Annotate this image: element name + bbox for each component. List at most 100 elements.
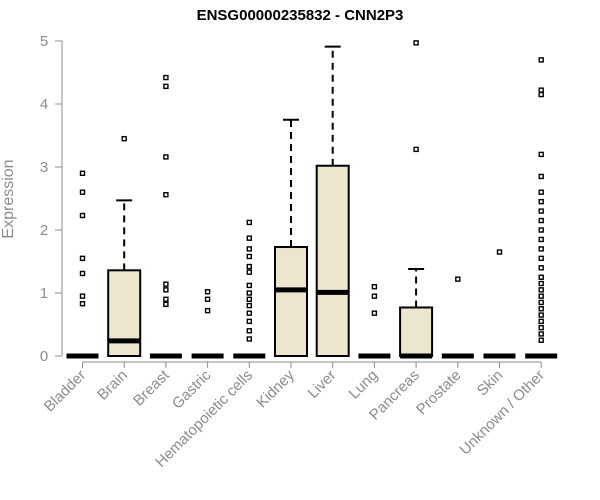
outlier-brain-0 <box>121 135 127 142</box>
outlier-pancreas-1 <box>413 40 419 46</box>
outlier-hematopoietic-cells-12 <box>246 235 253 241</box>
outlier-breast-2 <box>163 287 169 293</box>
x-tick-label-kidney: Kidney <box>253 366 298 411</box>
outlier-unknown-other-0 <box>538 337 544 343</box>
outlier-skin-0 <box>496 249 503 255</box>
outlier-breast-0 <box>163 301 169 308</box>
outlier-unknown-other-23 <box>538 87 544 93</box>
outlier-hematopoietic-cells-4 <box>246 302 253 309</box>
outlier-breast-1 <box>163 296 169 302</box>
outlier-hematopoietic-cells-11 <box>246 246 253 252</box>
y-tick-label-2: 2 <box>40 222 48 239</box>
outlier-unknown-other-10 <box>538 274 544 280</box>
y-tick-label-1: 1 <box>40 285 48 302</box>
outlier-breast-5 <box>163 154 169 160</box>
outlier-lung-1 <box>371 293 378 299</box>
outlier-unknown-other-12 <box>538 255 544 262</box>
box-group-pancreas <box>399 40 434 359</box>
y-axis-label: Expression <box>0 159 17 238</box>
outlier-breast-4 <box>163 192 169 198</box>
y-tick-label-3: 3 <box>40 159 48 176</box>
outlier-unknown-other-2 <box>538 324 544 331</box>
box-group-liver <box>315 45 350 357</box>
outlier-unknown-other-16 <box>538 217 544 224</box>
box-group-hematopoietic-cells <box>233 219 266 359</box>
outlier-hematopoietic-cells-0 <box>246 336 253 342</box>
outlier-unknown-other-11 <box>538 265 544 271</box>
outlier-unknown-other-1 <box>538 331 544 337</box>
box-group-skin <box>483 249 516 359</box>
outlier-bladder-4 <box>79 212 86 219</box>
outlier-unknown-other-20 <box>538 173 544 180</box>
outlier-gastric-0 <box>204 307 211 314</box>
outlier-pancreas-0 <box>413 146 419 153</box>
outlier-bladder-3 <box>79 255 86 262</box>
outlier-hematopoietic-cells-2 <box>246 318 253 325</box>
x-tick-label-lung: Lung <box>346 367 382 403</box>
outlier-lung-2 <box>371 284 378 290</box>
outlier-unknown-other-15 <box>538 227 544 233</box>
outlier-gastric-1 <box>204 296 211 302</box>
outlier-hematopoietic-cells-1 <box>246 328 253 334</box>
outlier-unknown-other-3 <box>538 318 544 325</box>
outlier-bladder-1 <box>79 293 86 299</box>
outlier-bladder-5 <box>79 189 86 195</box>
outlier-unknown-other-6 <box>538 299 544 306</box>
box-group-breast <box>149 74 182 359</box>
outlier-bladder-6 <box>79 170 86 177</box>
outlier-unknown-other-8 <box>538 287 544 293</box>
x-tick-label-brain: Brain <box>94 367 131 404</box>
outlier-breast-6 <box>163 83 169 90</box>
outlier-unknown-other-24 <box>538 57 544 63</box>
x-tick-label-skin: Skin <box>474 367 507 400</box>
x-tick-label-breast: Breast <box>130 366 173 409</box>
box-group-brain <box>107 135 142 358</box>
y-tick-label-4: 4 <box>40 96 48 113</box>
box-group-prostate <box>441 276 474 359</box>
chart-title: ENSG00000235832 - CNN2P3 <box>196 7 404 24</box>
outlier-hematopoietic-cells-9 <box>246 263 253 270</box>
outlier-unknown-other-18 <box>538 198 544 205</box>
outlier-unknown-other-9 <box>538 280 544 287</box>
x-tick-label-bladder: Bladder <box>41 367 90 416</box>
outlier-unknown-other-13 <box>538 246 544 252</box>
outlier-unknown-other-17 <box>538 208 544 214</box>
x-tick-label-liver: Liver <box>305 367 340 402</box>
outlier-unknown-other-4 <box>538 312 544 318</box>
outlier-unknown-other-21 <box>538 151 544 158</box>
box-group-kidney <box>274 118 308 357</box>
outlier-hematopoietic-cells-7 <box>246 282 253 289</box>
box-group-bladder <box>66 170 99 359</box>
outlier-lung-0 <box>371 310 378 316</box>
y-tick-label-5: 5 <box>40 33 48 50</box>
outlier-unknown-other-5 <box>538 306 544 312</box>
y-tick-label-0: 0 <box>40 348 48 365</box>
box-liver <box>315 164 350 357</box>
x-tick-label-prostate: Prostate <box>413 367 465 419</box>
box-group-unknown-other <box>525 57 558 359</box>
box-pancreas <box>399 306 434 357</box>
outlier-hematopoietic-cells-3 <box>246 310 253 316</box>
boxes-layer <box>66 40 558 359</box>
outlier-hematopoietic-cells-5 <box>246 296 253 302</box>
outlier-hematopoietic-cells-10 <box>246 253 253 260</box>
outlier-prostate-0 <box>455 276 461 282</box>
outlier-unknown-other-19 <box>538 189 544 195</box>
outlier-hematopoietic-cells-13 <box>246 219 253 226</box>
outlier-unknown-other-22 <box>538 91 544 98</box>
outlier-hematopoietic-cells-8 <box>246 269 253 275</box>
outlier-unknown-other-7 <box>538 293 544 299</box>
outlier-gastric-2 <box>204 289 211 295</box>
box-group-lung <box>358 284 391 359</box>
outlier-bladder-0 <box>79 301 86 307</box>
box-kidney <box>274 246 308 357</box>
outlier-hematopoietic-cells-6 <box>246 290 253 296</box>
outlier-breast-3 <box>163 281 169 287</box>
outlier-unknown-other-14 <box>538 236 544 243</box>
outlier-bladder-2 <box>79 270 86 277</box>
outlier-breast-7 <box>163 74 169 81</box>
y-axis: 0 1 2 3 4 5 <box>40 33 63 365</box>
box-group-gastric <box>191 289 224 359</box>
